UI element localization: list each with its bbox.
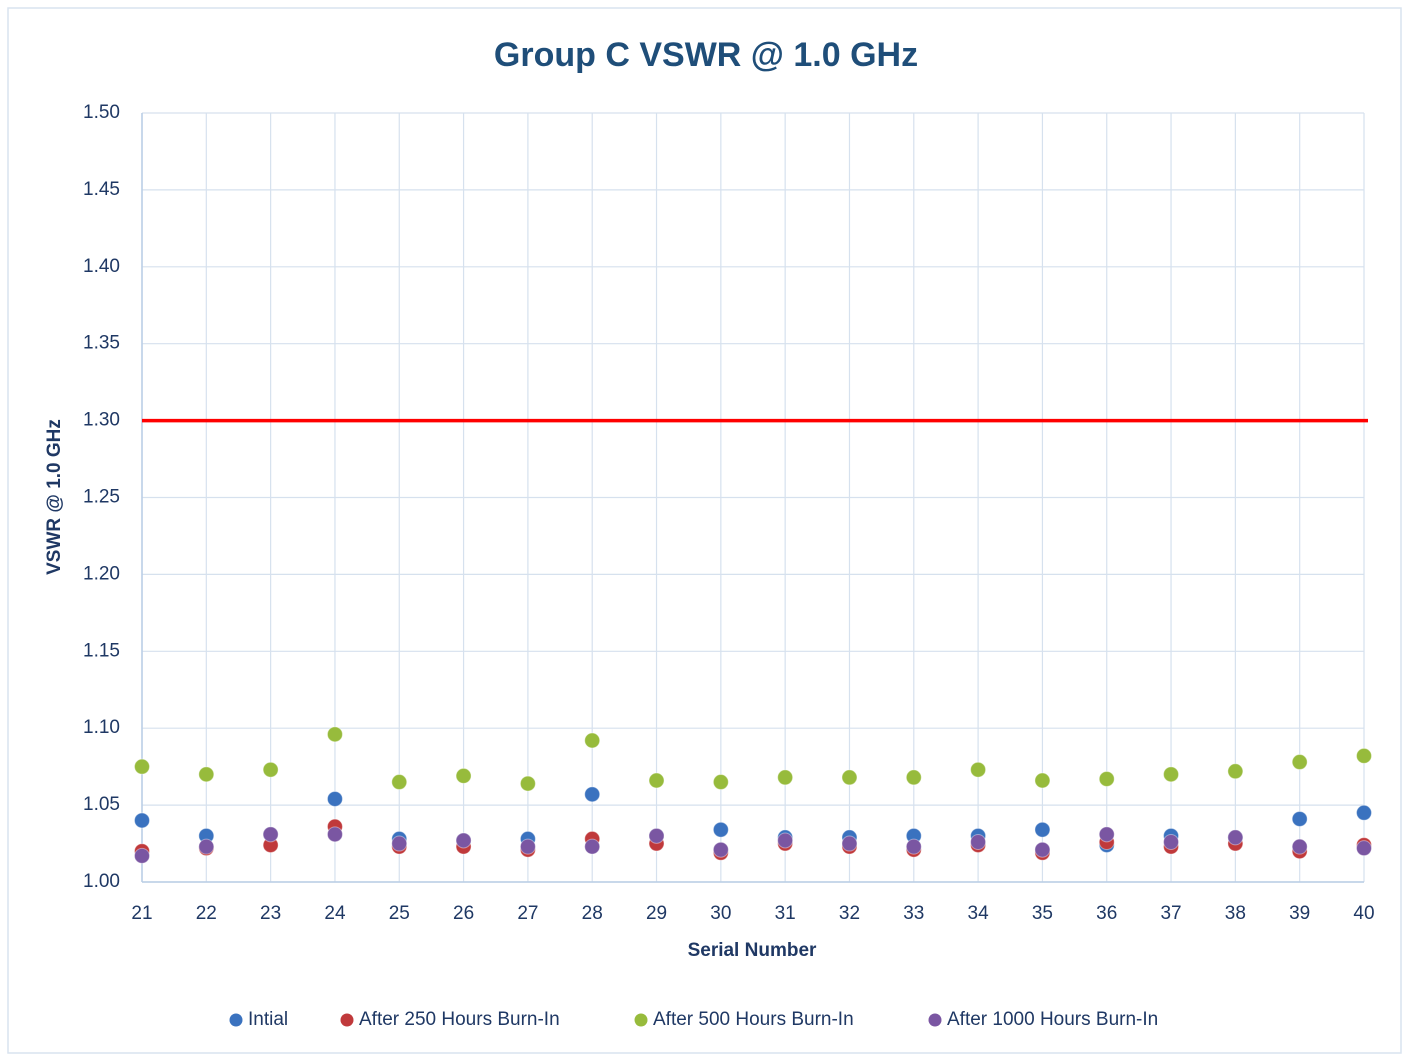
x-tick-label: 21 — [131, 903, 152, 924]
point — [905, 838, 922, 855]
point — [519, 838, 536, 855]
x-tick-label: 29 — [646, 903, 667, 924]
point — [326, 790, 343, 807]
point — [134, 847, 150, 864]
point — [648, 772, 665, 789]
legend-label: Intial — [248, 1009, 288, 1030]
y-tick-label: 1.50 — [83, 102, 120, 123]
legend-label: After 250 Hours Burn-In — [359, 1009, 560, 1030]
point — [1356, 804, 1372, 821]
chart-title: Group C VSWR @ 1.0 GHz — [494, 36, 918, 74]
point — [712, 841, 729, 858]
point — [391, 774, 408, 791]
y-axis-title: VSWR @ 1.0 GHz — [44, 419, 65, 575]
point — [198, 766, 215, 783]
point — [1227, 763, 1244, 780]
legend-marker — [634, 1013, 648, 1027]
point — [777, 832, 794, 849]
point — [841, 835, 858, 852]
legend-label: After 1000 Hours Burn-In — [947, 1009, 1158, 1030]
x-tick-label: 23 — [260, 903, 281, 924]
y-tick-label: 1.40 — [83, 256, 120, 277]
x-tick-label: 37 — [1160, 903, 1181, 924]
x-tick-label: 36 — [1096, 903, 1117, 924]
point — [1356, 840, 1372, 857]
x-tick-label: 39 — [1289, 903, 1310, 924]
x-tick-label: 25 — [389, 903, 410, 924]
x-tick-label: 28 — [582, 903, 603, 924]
x-tick-label: 26 — [453, 903, 474, 924]
legend-marker — [340, 1013, 354, 1027]
y-tick-label: 1.30 — [83, 410, 120, 431]
y-tick-label: 1.15 — [83, 640, 120, 661]
point — [584, 838, 601, 855]
point — [262, 826, 279, 843]
point — [1034, 841, 1051, 858]
x-tick-label: 35 — [1032, 903, 1053, 924]
y-tick-label: 1.20 — [83, 563, 120, 584]
y-tick-label: 1.05 — [83, 794, 120, 815]
point — [455, 767, 472, 784]
legend-label: After 500 Hours Burn-In — [653, 1009, 854, 1030]
chart-frame — [7, 7, 1402, 1054]
x-tick-label: 30 — [710, 903, 731, 924]
point — [905, 769, 922, 786]
x-tick-label: 24 — [324, 903, 346, 924]
point — [198, 838, 215, 855]
point — [1163, 834, 1180, 851]
point — [970, 761, 987, 778]
point — [584, 786, 601, 803]
y-tick-label: 1.35 — [83, 333, 120, 354]
point — [712, 774, 729, 791]
x-tick-label: 34 — [968, 903, 990, 924]
point — [712, 821, 729, 838]
x-tick-label: 27 — [517, 903, 538, 924]
point — [455, 832, 472, 849]
point — [326, 826, 343, 843]
point — [841, 769, 858, 786]
point — [1163, 766, 1180, 783]
point — [1034, 821, 1051, 838]
y-tick-label: 1.00 — [83, 871, 120, 892]
x-tick-label: 22 — [196, 903, 217, 924]
point — [970, 834, 987, 851]
y-tick-label: 1.10 — [83, 717, 120, 738]
point — [1227, 829, 1244, 846]
point — [1291, 838, 1308, 855]
legend-marker — [928, 1013, 942, 1027]
point — [1291, 754, 1308, 771]
point — [326, 726, 343, 743]
y-tick-label: 1.45 — [83, 179, 120, 200]
x-tick-label: 31 — [775, 903, 796, 924]
point — [134, 758, 150, 775]
point — [648, 827, 665, 844]
point — [519, 775, 536, 792]
point — [134, 812, 150, 829]
y-tick-label: 1.25 — [83, 487, 120, 508]
point — [262, 761, 279, 778]
x-tick-label: 40 — [1353, 903, 1374, 924]
point — [1291, 810, 1308, 827]
point — [391, 835, 408, 852]
point — [1356, 747, 1372, 764]
point — [1098, 826, 1115, 843]
x-tick-label: 33 — [903, 903, 924, 924]
point — [777, 769, 794, 786]
legend-marker — [229, 1013, 243, 1027]
point — [584, 732, 601, 749]
x-tick-label: 38 — [1225, 903, 1246, 924]
x-axis-title: Serial Number — [688, 940, 817, 961]
x-tick-label: 32 — [839, 903, 860, 924]
point — [1098, 770, 1115, 787]
point — [1034, 772, 1051, 789]
